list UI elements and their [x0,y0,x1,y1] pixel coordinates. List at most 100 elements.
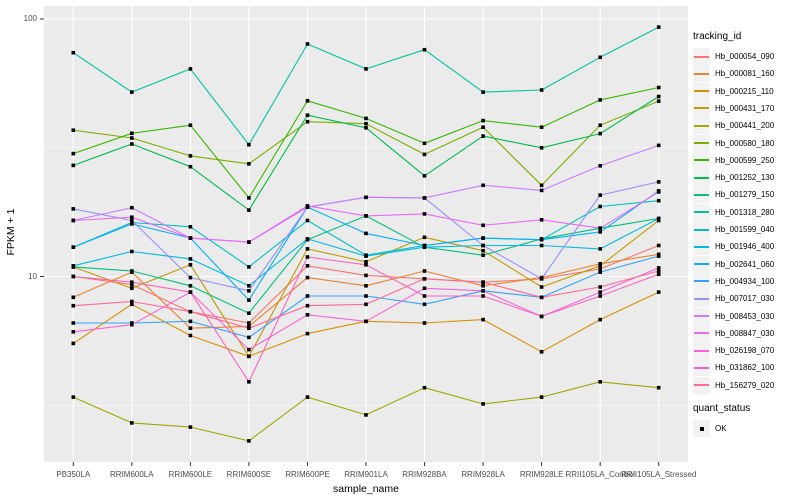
data-point [71,218,76,223]
data-point [656,216,661,221]
data-point [364,263,368,267]
legend-line-swatch-icon [694,263,709,266]
data-point [481,284,485,288]
data-point [188,263,193,267]
data-point [598,247,602,251]
data-point [656,269,661,273]
data-point [188,326,193,330]
data-point [247,298,251,302]
data-point [481,236,485,240]
data-point [305,42,310,46]
data-point [71,245,76,249]
data-point [598,285,602,289]
legend-key [693,307,710,325]
data-point [422,174,427,178]
data-point [598,294,602,298]
data-point [539,243,544,248]
data-point [364,231,368,236]
data-point [364,116,368,121]
legend-line-swatch-icon [694,228,709,231]
data-point [305,237,310,241]
legend-key [693,82,710,100]
data-point [656,218,661,223]
legend-item-label: Hb_001252_130 [715,173,775,183]
data-point [364,413,368,417]
legend-item-label: Hb_156279_020 [715,380,775,390]
data-point [539,285,544,289]
legend-key [693,151,710,169]
legend-line-swatch-icon [694,280,709,283]
data-point [422,196,427,200]
data-point [598,164,602,168]
data-point [247,347,251,352]
data-point [364,121,368,126]
legend-line-swatch-icon [694,245,709,248]
x-tick-label: RRIM600LE [168,470,213,479]
data-point [656,94,661,99]
data-point [481,280,485,284]
data-point [130,421,134,425]
data-point [130,249,134,254]
data-point [130,215,134,219]
data-point [71,207,76,211]
legend-key [693,203,710,221]
data-point [364,126,368,130]
data-point [188,319,193,324]
data-point [247,439,251,443]
data-point [130,299,134,304]
data-point [71,128,76,132]
x-tick-label: RRIM928LE [519,470,564,479]
legend-item-label: Hb_000431_170 [715,103,775,113]
data-point [130,322,134,327]
legend-line-swatch-icon [694,124,709,127]
data-point [481,289,485,293]
legend-line-swatch-icon [694,159,709,162]
data-point [481,90,485,94]
data-point [422,141,427,146]
legend-key [693,255,710,273]
data-point [188,67,193,71]
data-point [656,266,661,270]
data-point [422,294,427,298]
data-point [130,205,134,210]
data-point [364,294,368,298]
legend-key [693,65,710,83]
data-point [305,99,310,103]
data-point [539,295,544,300]
data-point [247,321,251,325]
data-point [481,248,485,253]
x-tick-label: RRIM600SE [226,470,272,479]
data-point [71,295,76,300]
data-point [539,314,544,319]
data-point [364,260,368,264]
x-tick-label: RRII105LA_Stressed [621,470,697,479]
data-point [539,277,544,281]
data-point [598,204,602,209]
x-axis-title: sample_name [333,483,399,495]
legend-key [693,134,710,152]
data-point [539,125,544,129]
data-point [481,317,485,322]
legend-line-swatch-icon [694,142,709,144]
legend-item-label: Hb_002641_060 [715,259,775,269]
data-point [656,85,661,90]
data-point [130,269,134,273]
data-point [656,25,661,29]
data-point [598,270,602,274]
data-point [422,243,427,248]
legend-line-swatch-icon [694,366,709,369]
legend-item-label: Hb_000599_250 [715,155,775,165]
data-point [656,385,661,390]
legend-item-label: Hb_008847_030 [715,328,775,338]
data-point [71,303,76,308]
data-point [656,99,661,103]
legend-line-swatch-icon [694,193,709,196]
data-point [422,152,427,157]
legend-item-label: Hb_026198_070 [715,346,775,356]
data-point [656,180,661,184]
data-point [130,286,134,291]
y-tick-label: 10 [28,271,37,281]
data-point [247,335,251,340]
data-point [364,195,368,200]
